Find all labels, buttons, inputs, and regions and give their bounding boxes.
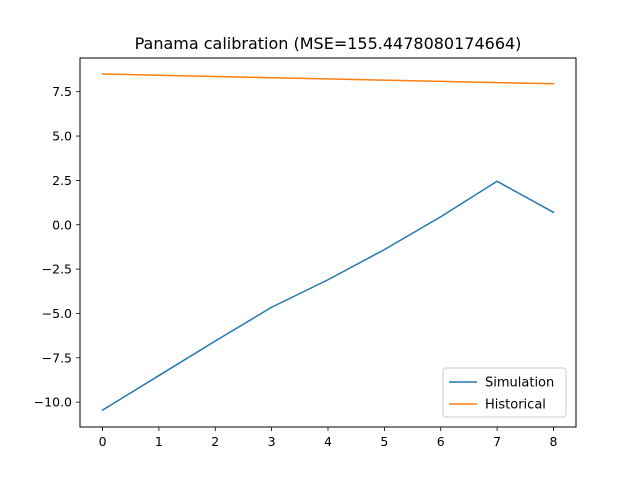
y-tick-label: 5.0 xyxy=(52,129,72,144)
x-tick-label: 0 xyxy=(99,434,107,449)
legend-label: Historical xyxy=(485,398,546,413)
x-axis: 0 1 2 3 4 5 6 7 8 xyxy=(99,427,557,449)
y-tick-label: 7.5 xyxy=(52,84,72,99)
y-axis: 7.5 5.0 2.5 0.0 −2.5 −5.0 −7.5 −10.0 xyxy=(34,84,80,410)
x-tick-label: 7 xyxy=(493,434,501,449)
series-line-0 xyxy=(101,180,555,412)
x-tick-label: 5 xyxy=(380,434,388,449)
y-tick-label: −10.0 xyxy=(34,395,72,410)
chart-title: Panama calibration (MSE=155.447808017466… xyxy=(135,34,522,53)
y-tick-label: −2.5 xyxy=(42,262,72,277)
x-tick-label: 1 xyxy=(155,434,163,449)
y-tick-label: −7.5 xyxy=(42,350,72,365)
x-tick-label: 6 xyxy=(437,434,445,449)
x-tick-label: 3 xyxy=(268,434,276,449)
y-tick-label: −5.0 xyxy=(42,306,72,321)
x-tick-label: 4 xyxy=(324,434,332,449)
y-tick-label: 0.0 xyxy=(52,217,72,232)
legend-label: Simulation xyxy=(485,376,554,391)
x-tick-label: 8 xyxy=(549,434,557,449)
series-layer xyxy=(101,73,555,412)
y-tick-label: 2.5 xyxy=(52,173,72,188)
series-line-1 xyxy=(101,73,555,85)
x-tick-label: 2 xyxy=(211,434,219,449)
legend: Simulation Historical xyxy=(442,367,567,418)
